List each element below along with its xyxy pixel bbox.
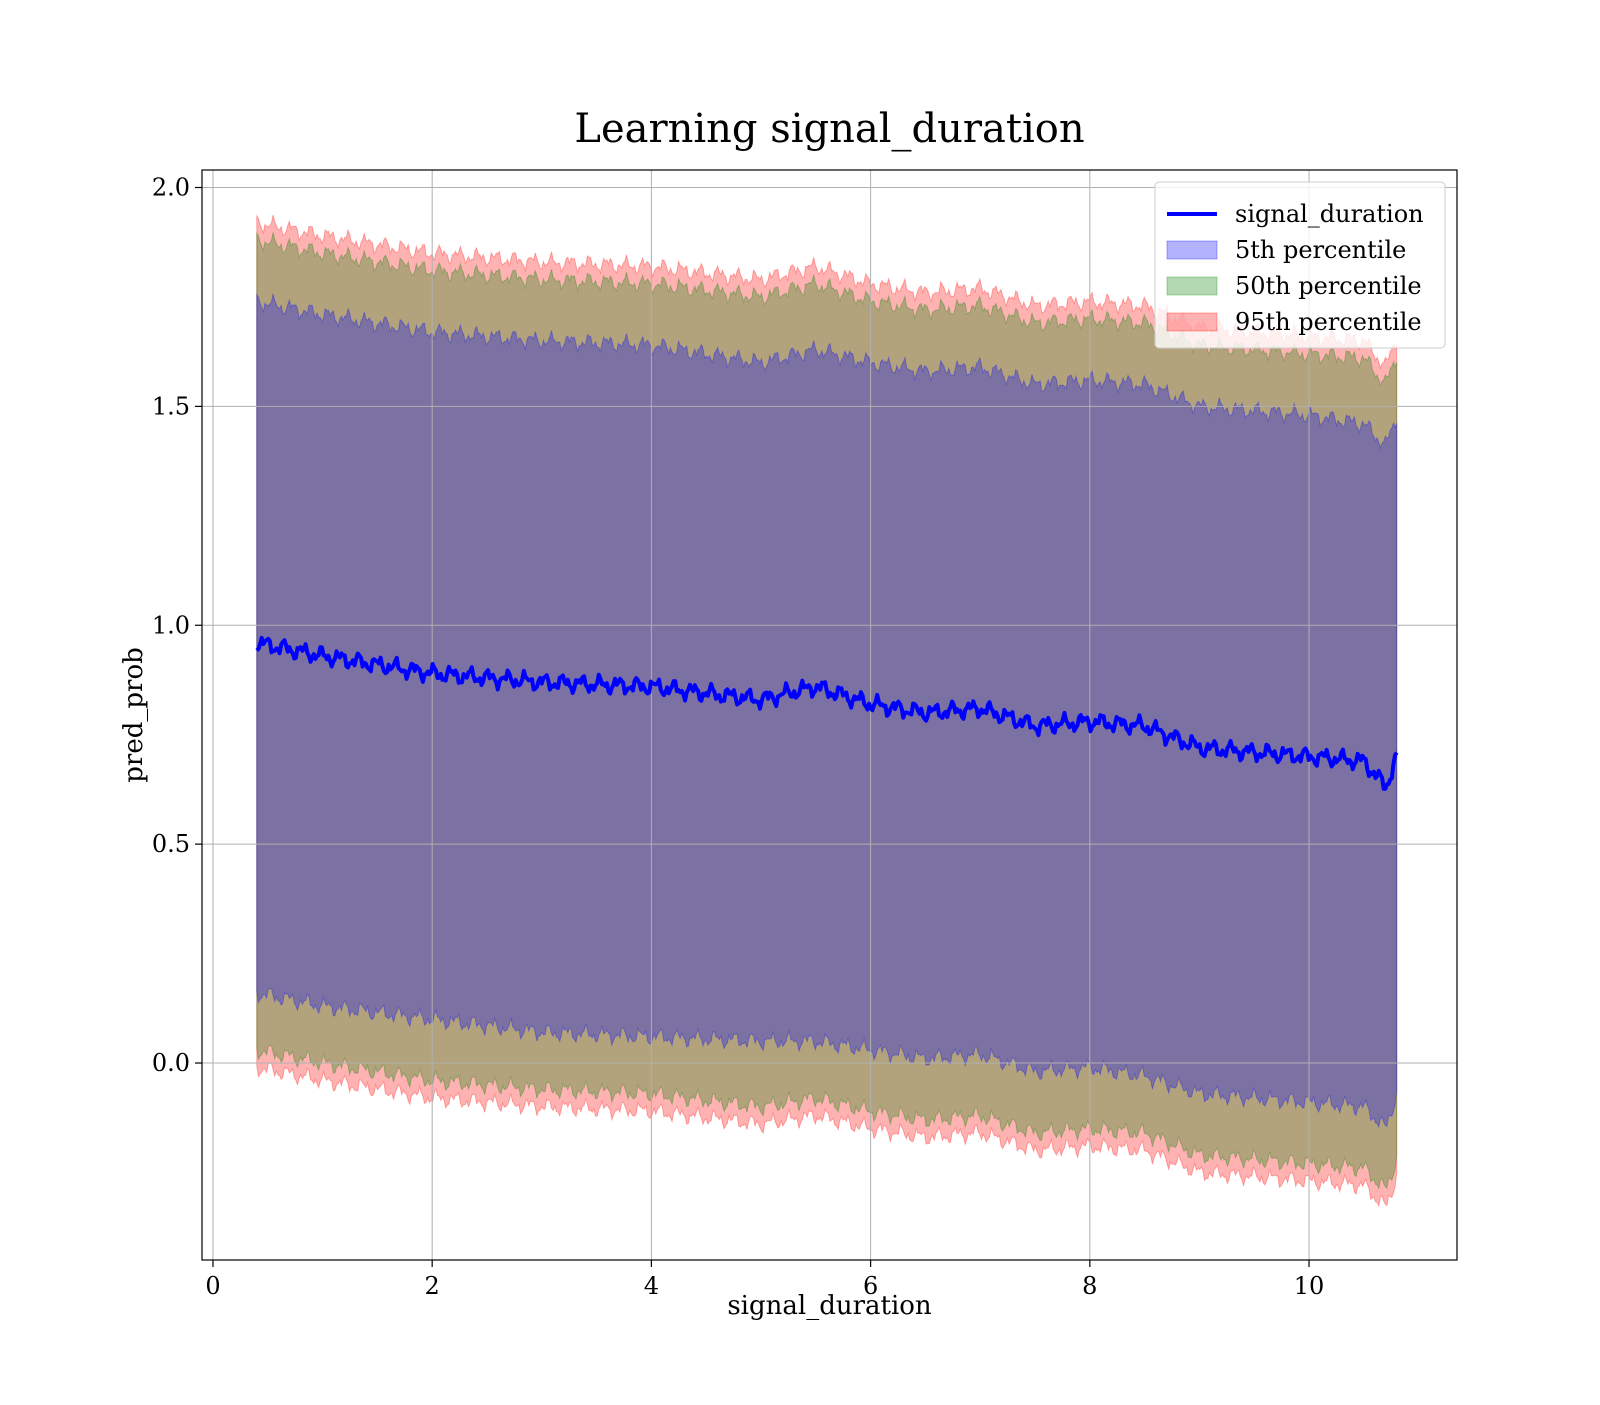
legend: signal_duration 5th percentile 50th percen… (1154, 181, 1446, 349)
y-axis-label: pred_prob (119, 647, 149, 782)
y-tick-label: 0.5 (152, 830, 190, 858)
bands-layer (256, 214, 1398, 1208)
x-tick-label: 8 (1082, 1272, 1097, 1300)
legend-label-signal-duration: signal_duration (1235, 200, 1424, 228)
legend-items: signal_duration 5th percentile 50th percen… (1166, 200, 1424, 336)
x-tick-label: 2 (425, 1272, 440, 1300)
series-line-signal-duration (255, 635, 1399, 791)
ticks-layer: 0 2 4 6 8 10 0.0 0.5 1.0 1.5 2.0 (152, 174, 1324, 1300)
x-tick-label: 4 (644, 1272, 659, 1300)
x-tick-label: 6 (863, 1272, 878, 1300)
y-tick-label: 1.5 (152, 392, 190, 420)
band-50th-percentile (256, 231, 1398, 1190)
legend-swatch-50th-percentile (1166, 276, 1218, 296)
legend-box (1154, 181, 1446, 349)
grid-layer (202, 170, 1457, 1260)
legend-label-5th-percentile: 5th percentile (1235, 236, 1406, 264)
x-axis-label: signal_duration (727, 1291, 932, 1321)
band-5th-percentile (256, 292, 1398, 1129)
band-95th-percentile (256, 214, 1398, 1208)
legend-label-50th-percentile: 50th percentile (1235, 272, 1422, 300)
line-layer (255, 635, 1399, 791)
legend-swatch-5th-percentile (1166, 240, 1218, 260)
y-tick-label: 2.0 (152, 174, 190, 202)
x-tick-label: 0 (205, 1272, 220, 1300)
y-tick-label: 1.0 (152, 611, 190, 639)
legend-label-95th-percentile: 95th percentile (1235, 308, 1422, 336)
chart-title: Learning signal_duration (574, 106, 1084, 152)
y-tick-label: 0.0 (152, 1049, 190, 1077)
legend-swatch-95th-percentile (1166, 312, 1218, 332)
plot-frame (201, 169, 1458, 1261)
x-tick-label: 10 (1294, 1272, 1325, 1300)
